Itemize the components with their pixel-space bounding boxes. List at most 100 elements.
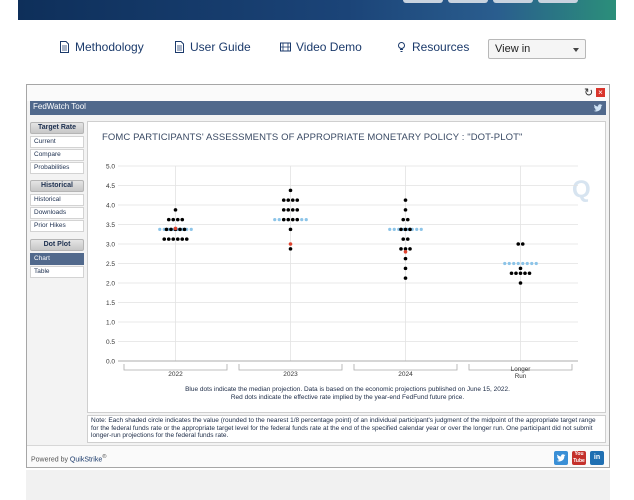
refresh-icon[interactable]: ↻ <box>584 87 594 99</box>
dot-plot-chart: Q 0.0 0.5 1.0 1.5 2.0 2.5 3.0 3.5 4.0 4.5 5.0 2022 2… <box>106 163 591 380</box>
median-dot <box>273 218 277 222</box>
effective-rate-dot <box>403 250 408 254</box>
participant-dot <box>405 217 410 222</box>
tool-toolbar: ↻ × <box>27 85 609 101</box>
participant-dot <box>520 242 525 246</box>
sidebar-header-target-rate: Target Rate <box>30 122 84 134</box>
participant-dot <box>403 208 408 212</box>
tool-titlebar: FedWatch Tool <box>30 101 606 115</box>
twitter-icon[interactable] <box>593 103 603 113</box>
participant-dot <box>166 217 171 222</box>
view-in-value: View in <box>495 43 531 55</box>
sidebar-item-table[interactable]: Table <box>30 266 84 278</box>
nav-resources[interactable]: Resources <box>396 40 469 54</box>
participant-dot <box>171 237 176 241</box>
linkedin-icon[interactable]: in <box>590 451 604 465</box>
view-in-select[interactable]: View in <box>488 39 586 59</box>
sidebar-item-compare[interactable]: Compare <box>30 149 84 161</box>
median-dot <box>304 218 308 222</box>
banner-tab[interactable] <box>403 0 443 3</box>
participant-dot <box>175 237 180 241</box>
sidebar-header-dot-plot: Dot Plot <box>30 239 84 251</box>
nav-label: Video Demo <box>296 40 362 54</box>
median-dot <box>521 261 525 266</box>
participant-dot <box>518 271 523 276</box>
median-dot <box>388 227 392 231</box>
category-bracket <box>238 364 343 371</box>
x-tick-label: Longer <box>511 366 531 373</box>
nav-label: Methodology <box>75 40 144 54</box>
y-tick-label: 1.0 <box>106 319 115 326</box>
x-tick-label: 2024 <box>398 371 413 378</box>
y-tick-label: 3.0 <box>106 241 115 248</box>
participant-dot <box>516 242 521 246</box>
y-tick-label: 1.5 <box>106 300 115 307</box>
participant-dot <box>405 237 410 241</box>
participant-dot <box>281 217 286 222</box>
x-tick-label: 2023 <box>283 371 298 378</box>
twitter-icon[interactable] <box>554 451 568 465</box>
participant-dot <box>295 208 300 212</box>
participant-dot <box>403 247 408 251</box>
participant-dot <box>281 198 286 202</box>
document-icon <box>175 41 184 53</box>
category-bracket <box>123 364 228 371</box>
participant-dot <box>166 237 171 241</box>
participant-dot <box>286 217 291 222</box>
y-tick-label: 2.0 <box>106 280 115 287</box>
participant-dot <box>403 256 408 261</box>
y-tick-label: 4.0 <box>106 202 115 209</box>
nav-video-demo[interactable]: Video Demo <box>280 40 362 54</box>
chart-title: FOMC PARTICIPANTS' ASSESSMENTS OF APPROP… <box>102 132 523 143</box>
y-tick-label: 0.5 <box>106 339 115 346</box>
participant-dot <box>281 208 286 212</box>
participant-dot <box>408 227 412 232</box>
caption-line: Red dots indicate the effective rate imp… <box>230 394 465 401</box>
tool-footer: Powered by QuikStrike® You Tube in <box>27 445 609 467</box>
sidebar-item-downloads[interactable]: Downloads <box>30 207 84 219</box>
y-tick-label: 5.0 <box>106 163 115 170</box>
participant-dot <box>171 217 176 222</box>
participant-dot <box>290 217 295 222</box>
category-bracket <box>353 364 458 371</box>
median-dot <box>516 261 520 266</box>
median-dot <box>507 261 511 266</box>
nav-user-guide[interactable]: User Guide <box>174 40 251 54</box>
nav-label: User Guide <box>190 40 251 54</box>
participant-dot <box>399 247 403 251</box>
sidebar-header-historical: Historical <box>30 180 84 192</box>
banner-tab[interactable] <box>538 0 578 3</box>
participant-dot <box>288 247 293 251</box>
page-footer-area <box>26 470 610 500</box>
participant-dot <box>286 198 291 202</box>
sidebar-item-prior-hikes[interactable]: Prior Hikes <box>30 220 84 232</box>
powered-by-prefix: Powered by <box>31 456 68 464</box>
lightbulb-icon <box>398 42 405 52</box>
youtube-icon[interactable]: You Tube <box>572 451 586 465</box>
participant-dot <box>403 227 408 232</box>
median-dot <box>277 218 281 222</box>
nav-label: Resources <box>412 40 470 54</box>
close-icon[interactable]: × <box>596 88 605 97</box>
y-tick-label: 0.0 <box>106 358 115 365</box>
participant-dot <box>295 217 300 222</box>
median-dot <box>189 227 193 231</box>
nav-methodology[interactable]: Methodology <box>59 40 144 54</box>
sidebar-item-probabilities[interactable]: Probabilities <box>30 162 84 174</box>
banner-tab[interactable] <box>448 0 488 3</box>
sidebar-item-historical[interactable]: Historical <box>30 194 84 206</box>
banner-tab[interactable] <box>493 0 533 3</box>
participant-dot <box>403 276 408 280</box>
quikstrike-link[interactable]: QuikStrike <box>69 456 103 464</box>
registered-mark: ® <box>102 454 107 460</box>
participant-dot <box>169 227 173 232</box>
sidebar-item-chart[interactable]: Chart <box>30 253 84 265</box>
sidebar-item-current[interactable]: Current <box>30 136 84 148</box>
participant-dot <box>286 208 291 212</box>
participant-dot <box>403 198 408 202</box>
median-dot <box>512 261 516 266</box>
y-tick-label: 4.5 <box>106 183 115 190</box>
median-dot <box>415 227 419 231</box>
participant-dot <box>175 217 180 222</box>
participant-dot <box>509 271 514 276</box>
